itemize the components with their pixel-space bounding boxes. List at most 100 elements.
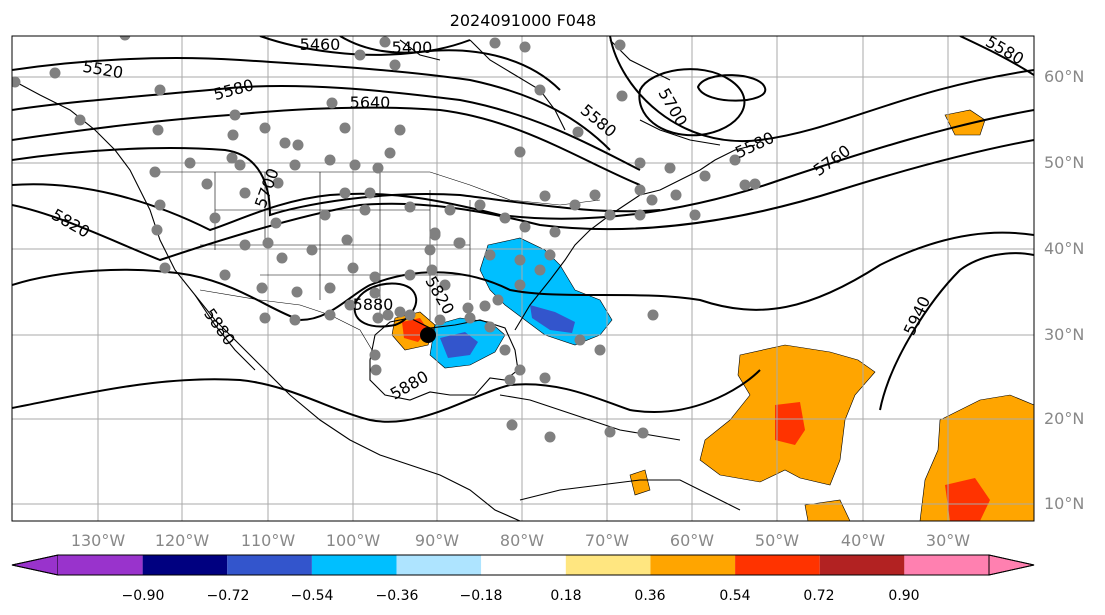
station-marker xyxy=(424,244,436,256)
colorbar-segment xyxy=(904,555,989,575)
station-marker xyxy=(149,166,161,178)
station-marker xyxy=(234,159,246,171)
contour-5700-closed xyxy=(638,68,746,137)
lon-label: 30°W xyxy=(926,531,970,550)
station-marker xyxy=(514,254,526,266)
contour-label: 5400 xyxy=(392,38,433,57)
colorbar-segment xyxy=(58,555,143,575)
colorbar-segment xyxy=(142,555,228,575)
colorbar-tick: −0.90 xyxy=(122,588,165,604)
colorbar-tick: −0.72 xyxy=(207,588,250,604)
station-marker xyxy=(519,41,531,53)
map-content xyxy=(12,36,1034,521)
station-marker xyxy=(306,244,318,256)
contour-5940 xyxy=(879,252,1034,411)
station-marker xyxy=(119,36,131,41)
colorbar-outline xyxy=(11,554,1035,576)
station-marker xyxy=(259,122,271,134)
lat-label: 10°N xyxy=(1044,494,1084,513)
contour-5520 xyxy=(12,57,611,151)
contour-5640 xyxy=(12,106,641,186)
colorbar-tick: 0.18 xyxy=(550,588,581,604)
colorbar-tick: −0.18 xyxy=(460,588,503,604)
station-marker xyxy=(492,294,504,306)
station-marker xyxy=(464,312,476,324)
lon-label: 80°W xyxy=(500,531,544,550)
positive-anomaly-islands xyxy=(629,469,851,521)
station-marker xyxy=(394,124,406,136)
station-marker xyxy=(384,147,396,159)
lon-label: 100°W xyxy=(326,531,381,550)
station-marker xyxy=(647,309,659,321)
station-marker xyxy=(634,184,646,196)
station-marker xyxy=(369,271,381,283)
hudson-bay-coastline xyxy=(469,39,566,131)
station-marker xyxy=(74,114,86,126)
station-marker xyxy=(534,264,546,276)
station-marker xyxy=(226,152,238,164)
station-marker xyxy=(574,334,586,346)
station-marker xyxy=(291,286,303,298)
station-marker xyxy=(604,426,616,438)
station-marker xyxy=(514,279,526,291)
station-marker xyxy=(219,269,231,281)
station-marker xyxy=(634,157,646,169)
lon-label: 110°W xyxy=(241,531,296,550)
station-markers xyxy=(12,36,761,443)
colorbar-extend-low xyxy=(11,554,59,576)
station-marker xyxy=(389,59,401,71)
strong-positive-southeast xyxy=(945,478,990,521)
station-marker xyxy=(604,209,616,221)
map-border xyxy=(11,35,1035,522)
colorbar-segment xyxy=(735,555,820,575)
station-marker xyxy=(589,189,601,201)
station-marker xyxy=(154,199,166,211)
lon-label: 40°W xyxy=(841,531,885,550)
station-marker xyxy=(594,344,606,356)
lon-label: 50°W xyxy=(755,531,799,550)
strong-negative-region-gulf xyxy=(440,332,478,358)
station-marker xyxy=(341,234,353,246)
station-marker xyxy=(259,312,271,324)
colorbar xyxy=(11,554,1035,576)
contour-5820 xyxy=(12,139,1034,262)
station-marker xyxy=(544,431,556,443)
station-marker xyxy=(256,282,268,294)
station-marker xyxy=(354,49,366,61)
contour-label: 5880 xyxy=(353,295,394,314)
longitude-labels: 130°W 120°W 110°W 100°W 90°W 80°W 70°W 6… xyxy=(71,531,970,550)
station-marker xyxy=(184,157,196,169)
station-marker xyxy=(364,187,376,199)
station-marker xyxy=(462,302,474,314)
station-marker xyxy=(549,226,561,238)
contour-5880-south xyxy=(12,369,761,423)
lon-label: 120°W xyxy=(155,531,210,550)
station-marker xyxy=(12,76,21,88)
station-marker xyxy=(637,427,649,439)
lat-label: 60°N xyxy=(1044,67,1084,86)
station-marker xyxy=(159,262,171,274)
lon-label: 60°W xyxy=(670,531,714,550)
us-mexico-border xyxy=(199,289,376,356)
station-marker xyxy=(339,122,351,134)
station-marker xyxy=(434,314,446,326)
station-marker xyxy=(439,279,451,291)
station-marker xyxy=(484,249,496,261)
graticule xyxy=(12,36,1034,521)
station-marker xyxy=(292,139,304,151)
station-marker xyxy=(369,349,381,361)
colorbar-segment xyxy=(311,555,397,575)
station-marker xyxy=(519,221,531,233)
station-marker xyxy=(262,237,274,249)
station-marker xyxy=(453,237,465,249)
station-marker xyxy=(444,204,456,216)
contour-5700-inner xyxy=(696,74,767,102)
contour-label: 5640 xyxy=(350,93,391,112)
station-marker xyxy=(739,179,751,191)
station-marker xyxy=(394,306,406,318)
colorbar-segment xyxy=(565,555,651,575)
lon-label: 70°W xyxy=(585,531,629,550)
station-marker xyxy=(227,129,239,141)
contour-5880-closed xyxy=(353,282,418,328)
